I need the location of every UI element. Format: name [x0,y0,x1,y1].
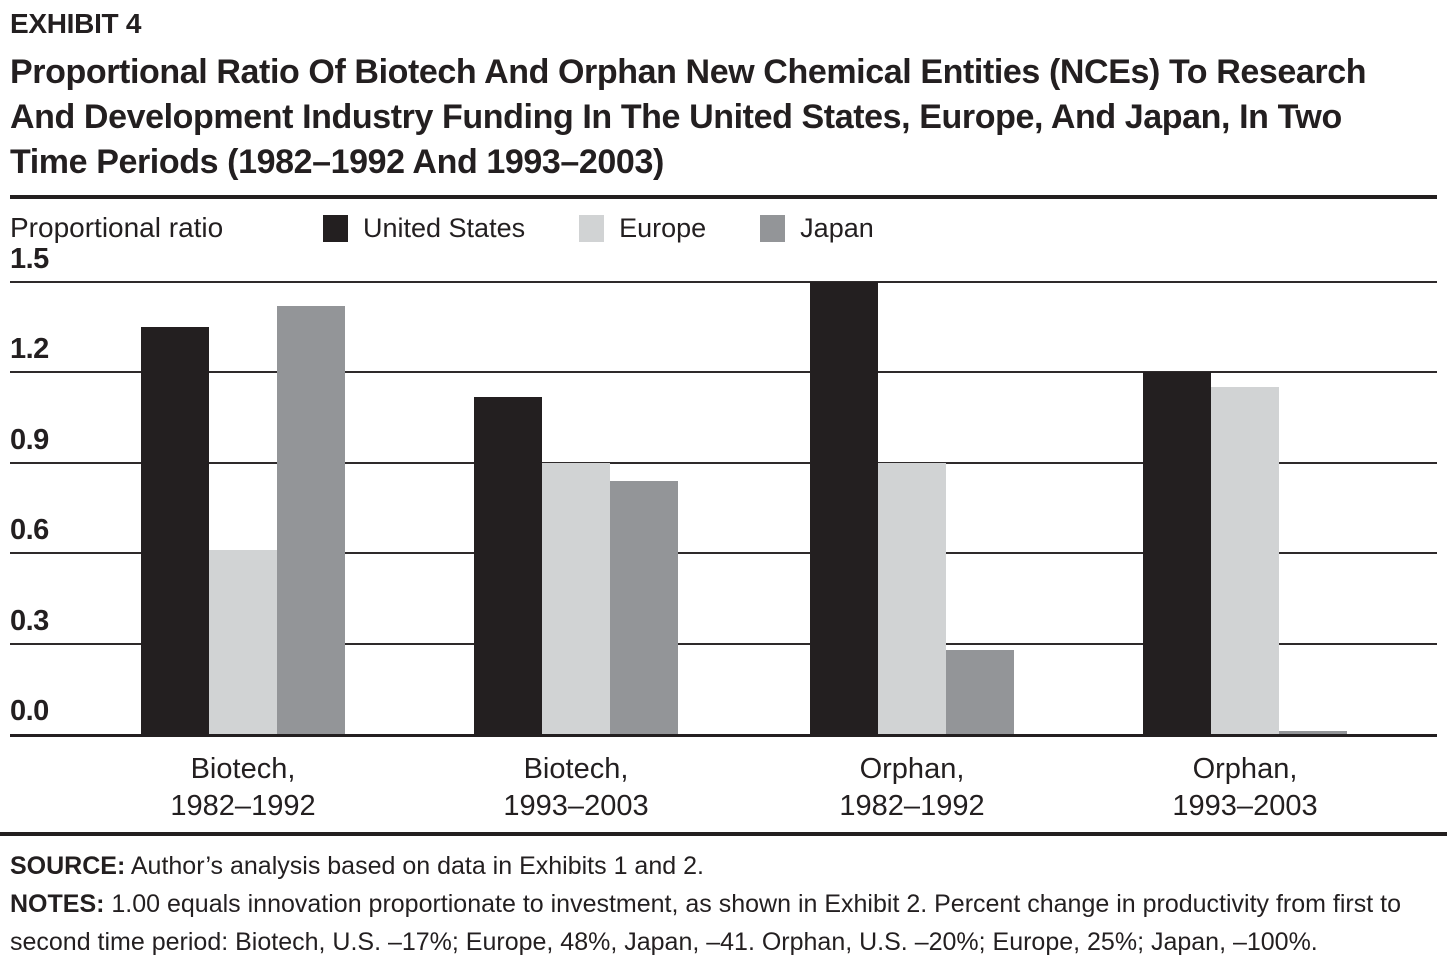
exhibit-label: EXHIBIT 4 [10,8,142,39]
bar-europe [878,462,946,734]
legend-item-japan: Japan [760,213,874,244]
notes-label: NOTES: [10,890,105,918]
legend: United States Europe Japan [323,213,928,244]
legend-label: United States [363,212,526,243]
legend-item-united-states: United States [323,213,525,244]
category-label: Biotech, 1993–2003 [503,753,649,822]
bar-group [474,285,678,734]
footer-divider-rule [0,832,1447,836]
legend-row: Proportional ratio United States Europe … [10,211,1437,245]
y-tick-label: 1.2 [10,333,49,366]
bar-united-states [474,396,542,734]
y-tick-label: 1.5 [10,243,49,275]
bar-united-states [141,327,209,734]
gridline [10,461,1437,464]
source-label: SOURCE: [10,852,126,880]
gridline [10,281,1437,283]
legend-label: Japan [800,212,874,243]
source-text: Author’s analysis based on data in Exhib… [125,852,704,880]
legend-label: Europe [619,212,707,243]
gridline [10,371,1437,374]
category-label: Orphan, 1982–1992 [839,753,985,822]
exhibit-page: EXHIBIT 4 Proportional Ratio Of Biotech … [0,0,1447,245]
bar-europe [542,462,610,734]
gridline [10,642,1437,645]
plot-area: 0.0 0.3 0.6 0.9 1.2 1.5 [10,245,1437,737]
title-divider-rule [10,195,1437,199]
bar-group [810,282,1014,734]
legend-item-europe: Europe [579,213,706,244]
japan-swatch-icon [760,214,786,242]
y-tick-label: 0.3 [10,604,49,637]
bar-europe [209,550,277,734]
chart-area: 0.0 0.3 0.6 0.9 1.2 1.5 Biotech, 1982–1992 Biot… [10,245,1437,835]
bar-group [1143,285,1347,734]
y-tick-label: 0.6 [10,514,49,547]
source-note: SOURCE: Author’s analysis based on data … [10,847,1437,885]
bar-japan [946,649,1014,734]
category-label: Orphan, 1993–2003 [1172,753,1318,822]
bar-group [141,285,345,734]
united-states-swatch-icon [323,214,348,242]
europe-swatch-icon [579,214,605,242]
y-axis-title: Proportional ratio [10,212,224,243]
y-tick-label: 0.9 [10,423,49,456]
bar-japan [1279,731,1347,734]
bar-europe [1211,387,1279,734]
category-label: Biotech, 1982–1992 [170,753,316,822]
bar-japan [277,306,345,734]
category-labels: Biotech, 1982–1992 Biotech, 1993–2003 Orphan… [10,751,1437,835]
notes-note: NOTES: 1.00 equals innovation proportion… [10,885,1437,961]
chart-title: Proportional Ratio Of Biotech And Orphan… [10,53,1367,181]
notes-text: 1.00 equals innovation proportionate to … [10,890,1401,956]
footer: SOURCE: Author’s analysis based on data … [10,847,1437,961]
bar-united-states [1143,372,1211,734]
y-tick-label: 0.0 [10,695,49,727]
bar-united-states [810,282,878,734]
bar-japan [610,480,678,734]
gridline [10,552,1437,555]
